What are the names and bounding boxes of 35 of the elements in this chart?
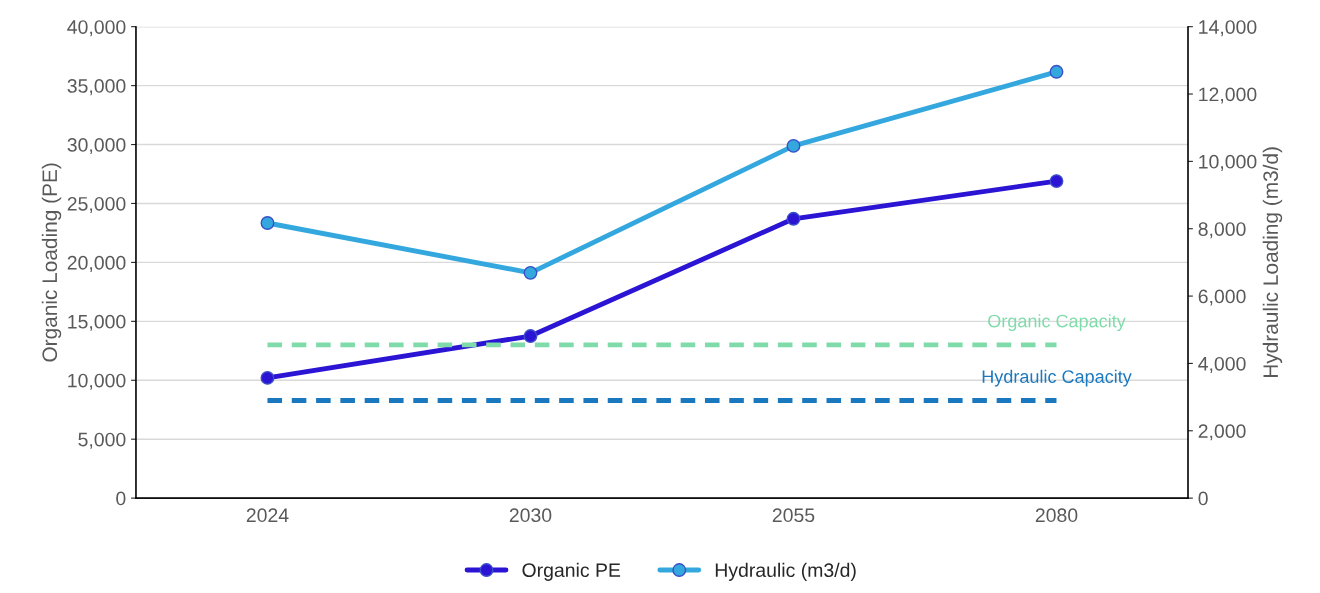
y-tick-label: 20,000 — [67, 255, 126, 272]
y2-tick-label: 8,000 — [1198, 222, 1246, 239]
y2-tick-label: 12,000 — [1199, 87, 1257, 104]
x-tick-label: 2055 — [772, 508, 815, 523]
y2-tick-label: 0 — [1198, 491, 1208, 506]
y-axis-title: Organic Loading (PE) — [41, 163, 62, 362]
point — [786, 138, 801, 153]
series-label: Hydraulic Capacity — [982, 369, 1132, 387]
y-tick-label: 0 — [116, 491, 126, 506]
x-tick-label: 2030 — [509, 508, 552, 523]
y-tick-label: 25,000 — [67, 196, 126, 214]
point — [260, 370, 275, 385]
point — [523, 329, 538, 344]
y2-tick-label: 2,000 — [1198, 424, 1246, 441]
x-tick-label: 2080 — [1035, 508, 1078, 523]
y-tick-label: 10,000 — [68, 373, 126, 390]
y-tick-label: 35,000 — [67, 79, 126, 96]
y-tick-label: 5,000 — [78, 432, 126, 449]
y2-tick-label: 4,000 — [1198, 356, 1246, 373]
y-tick-label: 15,000 — [68, 314, 126, 331]
y2-axis-title: Hydraulic Loading (m3/d) — [1262, 147, 1283, 378]
y-tick-label: 40,000 — [67, 20, 126, 37]
legend-label: Hydraulic (m3/d) — [715, 562, 856, 581]
y2-tick-label: 14,000 — [1199, 20, 1257, 37]
series-label: Organic Capacity — [988, 314, 1126, 332]
legend-label: Organic PE — [522, 562, 621, 581]
point — [260, 216, 275, 230]
y2-tick-label: 6,000 — [1198, 289, 1246, 306]
point — [1049, 174, 1064, 189]
y-tick-label: 30,000 — [67, 138, 126, 155]
point — [786, 211, 801, 226]
x-tick-label: 2024 — [246, 508, 289, 523]
point — [1049, 64, 1064, 79]
y2-tick-label: 10,000 — [1199, 154, 1257, 171]
point — [523, 265, 538, 280]
